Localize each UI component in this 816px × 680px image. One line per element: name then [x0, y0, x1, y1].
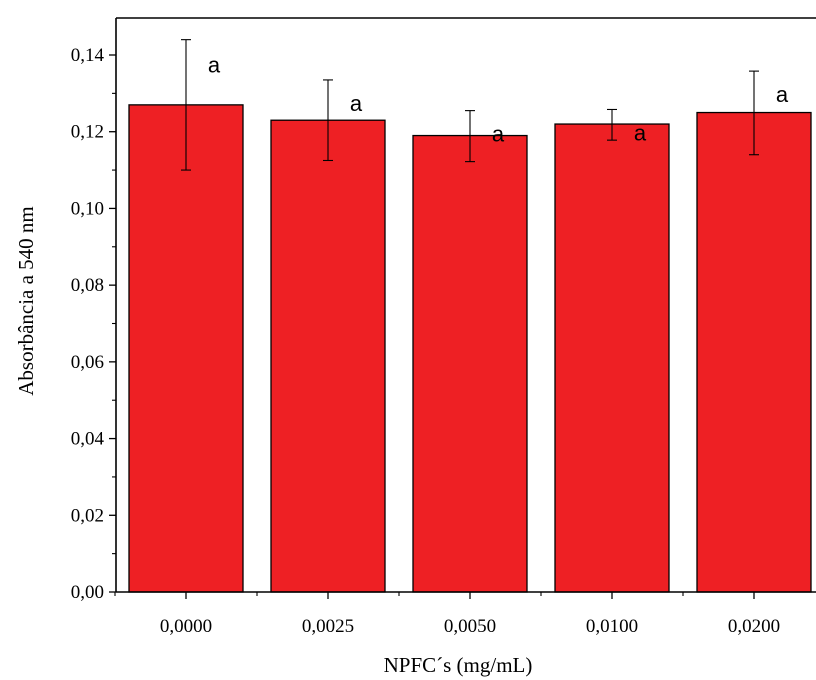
y-tick-label-3: 0,06: [71, 352, 104, 373]
bar-1: [270, 119, 386, 593]
error-bar-2: [465, 110, 475, 163]
x-tick-label-0: 0,0000: [160, 616, 212, 637]
x-tick-label-2: 0,0050: [444, 616, 496, 637]
x-axis-title: NPFC´s (mg/mL): [384, 653, 533, 677]
error-bar-0: [181, 39, 191, 171]
bar-4: [696, 111, 812, 593]
bar-0: [128, 104, 244, 593]
y-tick-label-5: 0,10: [71, 198, 104, 219]
y-tick-label-0: 0,00: [71, 582, 104, 603]
y-axis-title: Absorbância a 540 nm: [14, 206, 38, 396]
x-tick-label-3: 0,0100: [586, 616, 638, 637]
x-tick-label-4: 0,0200: [728, 616, 780, 637]
error-bar-3: [607, 108, 617, 141]
y-tick-label-2: 0,04: [71, 429, 105, 450]
x-axis: 0,0000 0,0025 0,0050 0,0100 0,0200: [114, 592, 780, 637]
y-tick-label-7: 0,14: [71, 45, 105, 66]
significance-label-3: a: [634, 120, 647, 145]
bar-3: [554, 123, 670, 593]
significance-labels-layer: a a a a a: [208, 53, 789, 147]
y-tick-label-1: 0,02: [71, 505, 104, 526]
bars-layer: [128, 104, 812, 593]
y-tick-label-6: 0,12: [71, 122, 104, 143]
error-bars-layer: [181, 39, 759, 171]
x-tick-label-1: 0,0025: [302, 616, 354, 637]
error-bar-4: [749, 70, 759, 156]
significance-label-0: a: [208, 53, 221, 78]
bar-2: [412, 134, 528, 593]
error-bar-1: [323, 79, 333, 162]
significance-label-2: a: [492, 122, 505, 147]
significance-label-4: a: [776, 82, 789, 107]
significance-label-1: a: [350, 91, 363, 116]
y-axis: 0,00 0,02 0,04 0,06 0,08 0,10 0,12 0,14: [71, 45, 116, 603]
y-tick-label-4: 0,08: [71, 275, 104, 296]
